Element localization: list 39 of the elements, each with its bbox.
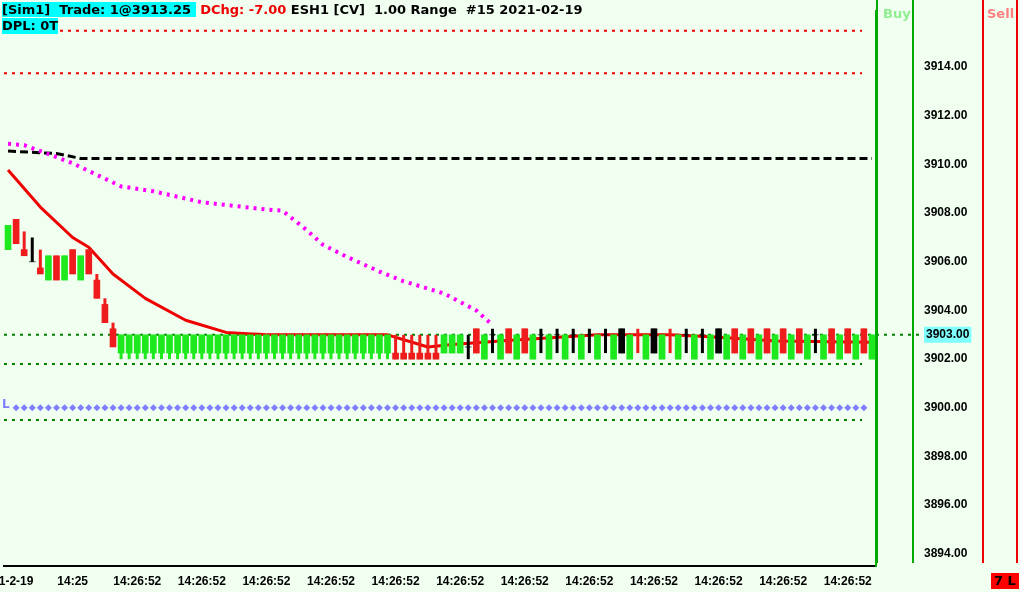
y-tick-label: 3912.00 [924,108,968,123]
x-tick-label: 14:26:52 [306,573,356,588]
candlestick [37,249,44,275]
x-tick-label: 14:26:52 [565,573,614,588]
x-tick-label: 14:25 [57,573,89,588]
text: DPL: 0T [2,18,59,34]
candlestick [93,274,101,299]
candlestick [101,298,109,323]
annotation: ESH1 [CV] 1.00 Range #15 2021-02-19 [289,2,583,17]
chart-title: [Sim1] Trade: 1@3913.25 [2,2,196,17]
text: Buy [883,6,911,22]
x-tick-label: 14:26:52 [436,573,485,588]
x-tick-label: 1-2-19 [0,573,34,588]
text: 7 L [991,573,1019,589]
y-tick-label: 3906.00 [924,254,968,269]
y-tick-label: 3900.00 [924,400,968,415]
x-tick-label: 14:26:52 [823,573,873,588]
y-tick-label: 3908.00 [924,205,968,220]
y-tick-label: 3894.00 [924,546,968,561]
y-tick-label: 3914.00 [924,59,968,74]
x-tick-label: 14:26:52 [694,573,743,588]
x-tick-label: 14:26:52 [177,573,227,588]
text: Sell [987,6,1015,22]
annotation: L [2,396,10,412]
candlestick [109,322,117,348]
annotation: DChg: -7.00 [199,2,287,17]
y-tick-label: 3904.00 [924,302,968,317]
x-tick-label: 14:26:52 [629,573,679,588]
y-tick-label: 3910.00 [924,156,968,171]
y-tick-label: 3896.00 [924,497,968,512]
ref-line-label: 3903.00 [926,327,970,342]
x-tick-label: 14:26:52 [500,573,550,588]
y-tick-label: 3898.00 [924,448,968,463]
x-tick-label: 14:26:52 [371,573,420,588]
x-tick-label: 14:26:52 [113,573,162,588]
candlestick [20,231,28,257]
y-tick-label: 3902.00 [924,351,968,366]
x-tick-label: 14:26:52 [242,573,291,588]
x-tick-label: 14:26:52 [759,573,808,588]
